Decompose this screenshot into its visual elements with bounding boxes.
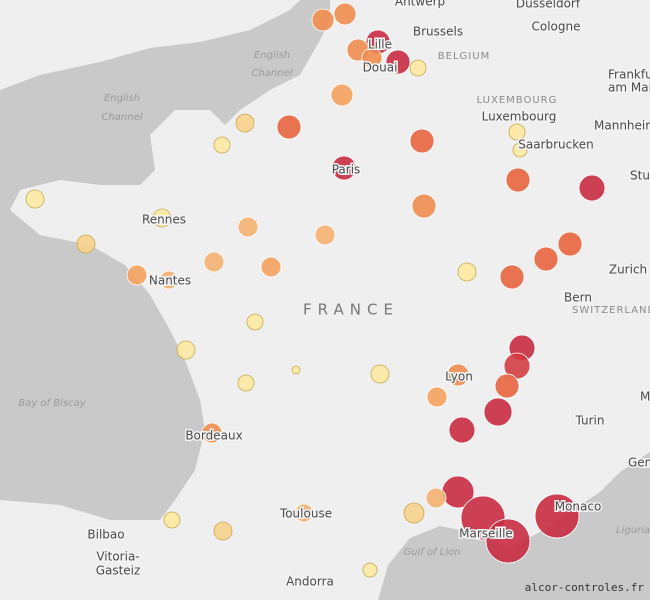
city-label: Marseille: [459, 527, 513, 541]
city-label: Luxembourg: [482, 110, 557, 124]
bubbles: [25, 2, 606, 578]
city-label: Frankfurt: [608, 68, 650, 82]
bubble: [557, 231, 583, 257]
bubble: [260, 256, 282, 278]
bubble: [494, 373, 520, 399]
labels: Antwerp Düsseldorf Brussels Cologne Lille Dou…: [18, 0, 650, 594]
bubble: [201, 422, 223, 444]
water-label: Channel: [101, 112, 142, 123]
bubble: [499, 264, 525, 290]
city-label: Gen: [628, 456, 650, 470]
country-label: LUXEMBOURG: [477, 95, 558, 106]
city-label: Monaco: [555, 500, 602, 514]
bubble: [485, 518, 531, 564]
bubble: [291, 365, 301, 375]
city-label: Stuttgart: [630, 169, 650, 183]
bubble: [512, 142, 528, 158]
city-label: Rennes: [142, 213, 186, 227]
bubble: [237, 216, 259, 238]
city-label: Douai: [363, 61, 398, 75]
bubble: [362, 562, 378, 578]
bubble: [126, 264, 148, 286]
bubble: [483, 397, 513, 427]
water-label: English: [254, 50, 290, 61]
bubble: [446, 363, 470, 387]
bubble: [333, 2, 357, 26]
bubble: [505, 167, 531, 193]
water-label: Ligurian: [616, 525, 650, 536]
bubble: [159, 270, 179, 290]
city-label: Mannheim: [594, 119, 650, 133]
big-label: FRANCE: [303, 301, 399, 319]
bubble: [246, 313, 264, 331]
city-label: Bordeaux: [185, 429, 242, 443]
bubble: [203, 251, 225, 273]
city-label: Andorra: [286, 575, 334, 589]
city-label: Gasteiz: [96, 564, 141, 578]
bubble: [314, 224, 336, 246]
bubble: [361, 47, 383, 69]
bubble: [448, 416, 476, 444]
city-label: Paris: [332, 163, 361, 177]
bubble: [457, 262, 477, 282]
bubble: [213, 136, 231, 154]
sea-atlantic: [0, 0, 330, 520]
bubble: [578, 174, 606, 202]
city-label: Bern: [564, 291, 592, 305]
city-label: Zurich: [609, 263, 647, 277]
bubble: [426, 386, 448, 408]
sea-mediterranean: [378, 452, 650, 600]
bubble: [330, 83, 354, 107]
bubble: [311, 8, 335, 32]
water-label: Gulf of Lion: [403, 547, 460, 558]
city-label: am Main: [608, 81, 650, 95]
water-label: Channel: [251, 68, 292, 79]
city-label: Lille: [368, 38, 392, 52]
bubble: [409, 128, 435, 154]
bubble: [425, 487, 447, 509]
bubble: [25, 189, 45, 209]
country-label: SWITZERLAND: [572, 305, 650, 316]
bubble: [152, 208, 172, 228]
bubble: [533, 246, 559, 272]
bubble: [276, 114, 302, 140]
bubble: [385, 49, 411, 75]
city-label: M: [640, 390, 650, 404]
city-label: Brussels: [413, 25, 463, 39]
country-label: BELGIUM: [438, 51, 490, 62]
bubble: [237, 374, 255, 392]
bubble: [294, 503, 314, 523]
water-label: Bay of Biscay: [18, 398, 86, 409]
bubble: [213, 521, 233, 541]
city-label: Nantes: [149, 274, 191, 288]
bubble: [411, 193, 437, 219]
city-label: Antwerp: [395, 0, 445, 9]
bubble: [163, 511, 181, 529]
city-label: Bilbao: [87, 528, 124, 542]
bubble: [235, 113, 255, 133]
water-label: English: [104, 93, 140, 104]
city-label: Vitoria-: [96, 550, 139, 564]
source-credit: alcor-controles.fr: [525, 581, 645, 594]
bubble: [534, 493, 580, 539]
city-label: Saarbrucken: [518, 138, 594, 152]
city-label: Turin: [575, 414, 605, 428]
city-label: Toulouse: [279, 507, 332, 521]
bubble: [331, 155, 357, 181]
bubble: [403, 502, 425, 524]
bubble: [176, 340, 196, 360]
bubble: [409, 59, 427, 77]
city-label: Cologne: [531, 20, 580, 34]
bubble: [76, 234, 96, 254]
city-label: Lyon: [445, 370, 473, 384]
city-label: Düsseldorf: [516, 0, 581, 11]
bubble: [508, 123, 526, 141]
bubble: [370, 364, 390, 384]
